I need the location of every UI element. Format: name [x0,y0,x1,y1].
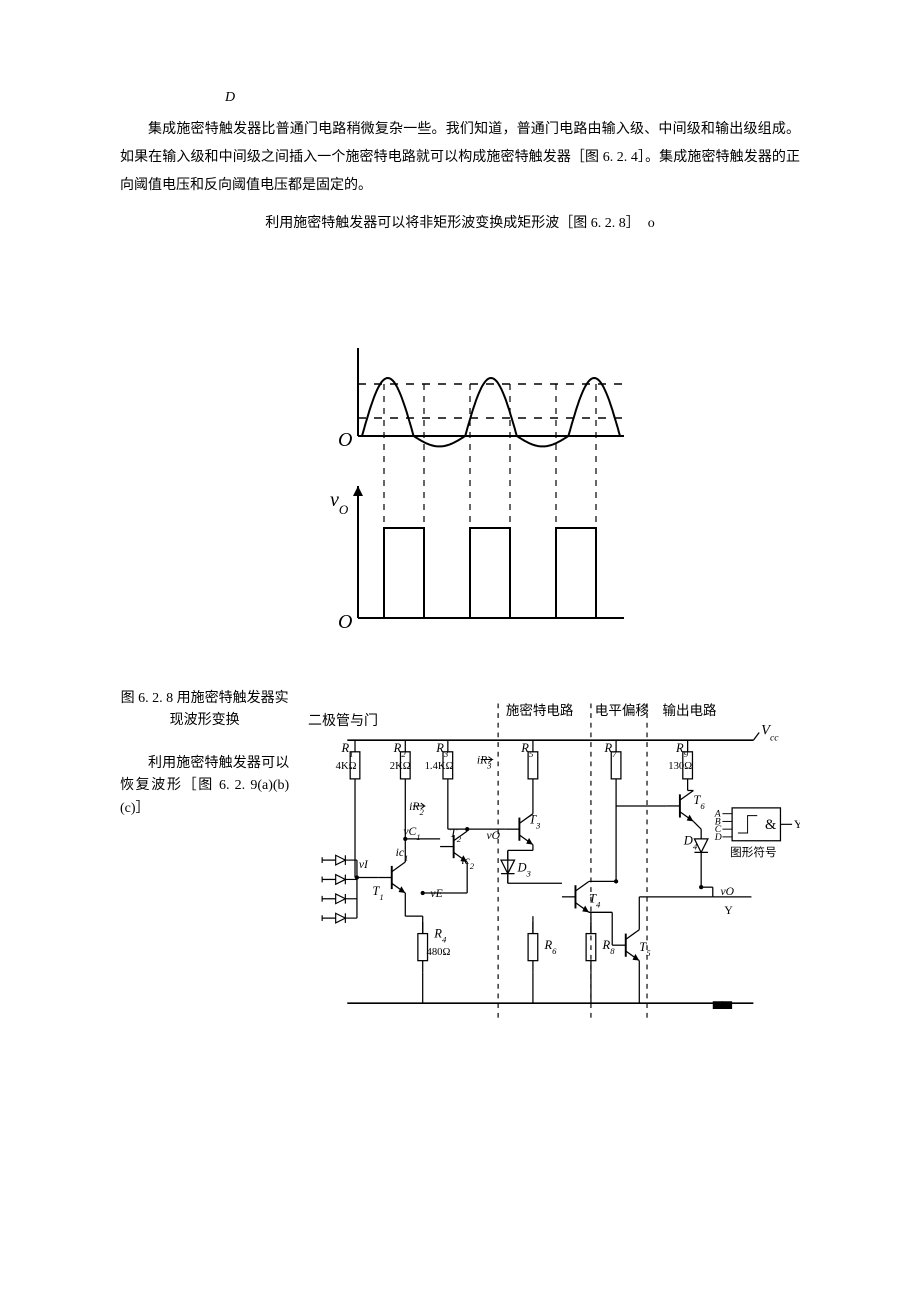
svg-text:施密特电路: 施密特电路 [506,702,574,718]
svg-text:Y: Y [794,818,800,831]
svg-text:vO: vO [487,829,501,842]
bottom-block: 图 6. 2. 8 用施密特触发器实现波形变换 利用施密特触发器可以恢复波形［图… [120,688,800,1038]
svg-text:R3: R3 [435,741,449,759]
paragraph-2-tail: o [648,216,655,231]
header-letter: D [225,90,800,106]
svg-text:480Ω: 480Ω [427,947,451,958]
svg-text:图形符号: 图形符号 [730,845,776,859]
svg-text:R6: R6 [544,938,558,956]
svg-text:R8: R8 [602,938,616,956]
svg-text:输出电路: 输出电路 [663,703,718,718]
svg-text:T5: T5 [639,940,651,958]
svg-text:T1: T1 [373,884,384,902]
svg-text:1.4KΩ: 1.4KΩ [425,761,454,772]
svg-text:R4: R4 [434,926,448,944]
svg-text:D: D [714,832,722,843]
figure-circuit: 施密特电路 电平偏移输出电路 Vcc R1 4KΩ R2 2KΩ R3 1.4KΩ R5 R7 R9 1… [297,688,800,1038]
svg-text:T3: T3 [529,812,541,830]
svg-text:D4: D4 [683,834,698,852]
svg-text:130Ω: 130Ω [668,761,692,772]
svg-text:O: O [338,611,352,633]
svg-text:ic1: ic1 [396,846,409,863]
svg-text:R2: R2 [393,741,407,759]
page: D 集成施密特触发器比普通门电路稍微复杂一些。我们知道，普通门电路由输入级、中间… [0,0,920,1098]
svg-text:4KΩ: 4KΩ [336,761,357,772]
diode-and-gate-label: 二极管与门 [308,710,378,730]
figure-caption-6-2-8: 图 6. 2. 8 用施密特触发器实现波形变换 [120,688,289,733]
svg-text:&: & [765,817,777,833]
svg-text:vO: vO [721,885,735,898]
paragraph-1: 集成施密特触发器比普通门电路稍微复杂一些。我们知道，普通门电路由输入级、中间级和… [120,116,800,200]
svg-text:R1: R1 [341,741,354,759]
svg-text:vE: vE [431,887,443,900]
svg-text:T6: T6 [694,793,706,811]
svg-text:2KΩ: 2KΩ [390,761,411,772]
svg-text:R9: R9 [675,741,689,759]
svg-text:电平偏移: 电平偏移 [595,703,649,718]
svg-text:R7: R7 [604,741,618,759]
svg-text:vI: vI [359,858,369,871]
paragraph-3: 利用施密特触发器可以恢复波形［图 6. 2. 9(a)(b)(c)］ [120,753,289,820]
svg-text:vO: vO [330,489,349,517]
svg-text:D3: D3 [517,861,532,879]
svg-text:R5: R5 [521,741,535,759]
svg-text:O: O [338,429,352,451]
left-column: 图 6. 2. 8 用施密特触发器实现波形变换 利用施密特触发器可以恢复波形［图… [120,688,297,820]
paragraph-2: 利用施密特触发器可以将非矩形波变换成矩形波［图 6. 2. 8］ o [120,210,800,238]
svg-text:ic2: ic2 [462,854,475,871]
figure-waveform: OvO O [290,318,630,648]
paragraph-2-text: 利用施密特触发器可以将非矩形波变换成矩形波［图 6. 2. 8］ [265,216,640,231]
svg-text:Vcc: Vcc [761,722,779,743]
svg-text:Y: Y [725,904,734,917]
